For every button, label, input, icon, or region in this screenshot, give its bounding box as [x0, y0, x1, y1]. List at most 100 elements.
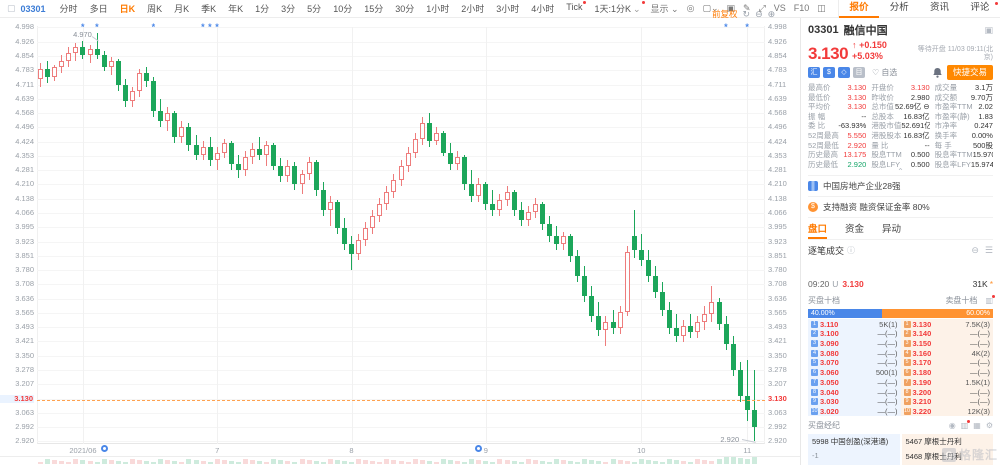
adjust-mode-button[interactable]: 前复权	[712, 9, 738, 19]
ask-level-row[interactable]: 4 3.160 4K(2)	[900, 348, 993, 359]
level-volume: —(—)	[877, 348, 898, 358]
toolbar-symbol[interactable]: 03301	[20, 3, 46, 14]
event-marker-icon[interactable]: *	[745, 22, 749, 32]
volume-bar	[136, 460, 142, 464]
fullscreen-icon[interactable]: ⤢	[758, 3, 766, 13]
grid-view-icon[interactable]: ▦	[973, 421, 981, 431]
event-marker-icon[interactable]: *	[201, 22, 205, 32]
tab-资讯[interactable]: 资讯	[930, 1, 950, 13]
timeframe-4小时[interactable]: 4小时	[531, 4, 555, 14]
event-marker-icon[interactable]: *	[95, 22, 99, 32]
chart-style-icon[interactable]: ▢⌄	[702, 3, 719, 13]
bid-level-row[interactable]: 1 3.110 5K(1)	[808, 319, 901, 330]
ask-level-row[interactable]: 5 3.170 —(—)	[900, 358, 993, 368]
timeframe-季K[interactable]: 季K	[201, 4, 217, 14]
bid-level-row[interactable]: 5 3.070 —(—)	[808, 358, 901, 368]
timeframe-年K[interactable]: 年K	[228, 4, 244, 14]
person-icon[interactable]: ◉	[948, 421, 956, 431]
add-favorite-button[interactable]: ♡ 自选	[872, 68, 898, 77]
crosshair-icon[interactable]: ◎	[686, 3, 695, 13]
tab-分析[interactable]: 分析	[889, 1, 909, 13]
timeframe-3小时[interactable]: 3小时	[496, 4, 520, 14]
calendar-event-icon[interactable]	[100, 445, 108, 452]
bid-level-row[interactable]: 8 3.040 —(—)	[808, 387, 901, 397]
timeframe-1天:1分K[interactable]: 1天:1分K ⌄	[594, 1, 645, 14]
tab-评论[interactable]: 评论	[960, 0, 1000, 18]
volume-bar	[624, 461, 630, 464]
rank-tag[interactable]: 中国房地产企业28强	[808, 175, 993, 196]
timeframe-5分[interactable]: 5分	[307, 4, 322, 14]
panel-tab-异动[interactable]: 异动	[882, 224, 902, 236]
bid-level-row[interactable]: 7 3.050 —(—)	[808, 377, 901, 388]
info-icon[interactable]: ⓘ	[847, 246, 856, 256]
timeframe-2小时[interactable]: 2小时	[461, 4, 485, 14]
buy-broker-row[interactable]: -1	[812, 451, 819, 461]
depth-chart-icon[interactable]: ▥	[985, 295, 995, 306]
candle-body	[398, 166, 404, 181]
layout-checkbox-icon[interactable]: ▢	[7, 3, 16, 13]
calendar-event-icon[interactable]	[475, 445, 483, 452]
tab-报价[interactable]: 报价	[838, 0, 880, 18]
candlestick-chart[interactable]: 4.998 4.998 4.926 4.926 4.854 4.854 4.783 4.783…	[0, 18, 800, 465]
ask-level-row[interactable]: 3 3.150 —(—)	[900, 338, 993, 349]
event-marker-icon[interactable]: *	[215, 22, 219, 32]
ask-level-row[interactable]: 8 3.200 —(—)	[900, 387, 993, 397]
sidebar-icon[interactable]: ◫	[817, 3, 826, 13]
event-marker-icon[interactable]: *	[208, 22, 212, 32]
ask-level-row[interactable]: 7 3.190 1.5K(1)	[900, 377, 993, 388]
f10-button[interactable]: F10	[793, 3, 810, 13]
buy-broker-row[interactable]: 5998 中国创盈(深港通)	[812, 437, 889, 447]
bid-level-row[interactable]: 6 3.060 500(1)	[808, 367, 901, 378]
draw-icon[interactable]: ✎	[743, 3, 751, 13]
stat-振 幅: 振 幅 --	[808, 111, 867, 121]
popout-icon[interactable]: ▣	[984, 24, 993, 35]
panel-tab-资金[interactable]: 资金	[845, 224, 865, 236]
event-marker-icon[interactable]: *	[724, 22, 728, 32]
timeframe-分时[interactable]: 分时	[59, 4, 78, 14]
timeframe-10分[interactable]: 10分	[333, 4, 353, 14]
list-view-icon[interactable]: ☰	[984, 245, 993, 256]
settings-gear-icon[interactable]: ⚙	[985, 421, 993, 431]
display-menu[interactable]: 显示 ⌄	[650, 4, 679, 14]
margin-tag[interactable]: $ 支持融资 融资保证金率 80%	[808, 196, 993, 217]
zoom-in-icon[interactable]: ⊕	[767, 8, 776, 19]
refresh-icon[interactable]: ↻	[742, 8, 751, 19]
level-volume: —(—)	[877, 406, 898, 416]
sell-broker-row[interactable]: 5468 摩根士丹利	[905, 452, 962, 462]
timeframe-3分[interactable]: 3分	[281, 4, 296, 14]
panel-tab-盘口[interactable]: 盘口	[808, 218, 828, 240]
event-marker-icon[interactable]: *	[151, 22, 156, 32]
bid-level-row[interactable]: 2 3.100 —(—)	[808, 329, 901, 339]
bid-level-row[interactable]: 10 3.020 —(—)	[808, 406, 901, 417]
bid-level-row[interactable]: 9 3.030 —(—)	[808, 396, 901, 407]
ask-level-row[interactable]: 6 3.180 —(—)	[900, 367, 993, 378]
alert-bell-icon[interactable]	[933, 67, 942, 78]
timeframe-Tick[interactable]: Tick	[566, 1, 587, 15]
timeframe-周K[interactable]: 周K	[147, 4, 163, 14]
sell-broker-row[interactable]: 5467 摩根士丹利	[905, 437, 962, 447]
stat-市净率: 市净率 0.247	[934, 121, 993, 131]
timeframe-日K[interactable]: 日K	[119, 4, 136, 14]
ask-level-row[interactable]: 10 3.220 12K(3)	[900, 406, 993, 417]
timeframe-多日[interactable]: 多日	[89, 4, 108, 14]
vs-button[interactable]: VS	[773, 3, 786, 13]
ask-level-row[interactable]: 2 3.140 —(—)	[900, 329, 993, 339]
y-axis-label: 3.780	[768, 265, 787, 275]
timeframe-月K[interactable]: 月K	[174, 4, 190, 14]
bid-level-row[interactable]: 3 3.090 —(—)	[808, 338, 901, 349]
event-marker-icon[interactable]: *	[80, 22, 85, 32]
ask-level-row[interactable]: 9 3.210 —(—)	[900, 396, 993, 407]
timeframe-30分[interactable]: 30分	[395, 4, 415, 14]
timeframe-15分[interactable]: 15分	[364, 4, 384, 14]
collapse-stats-icon[interactable]: ⌃	[897, 167, 904, 177]
timeframe-1小时[interactable]: 1小时	[426, 4, 450, 14]
bid-level-row[interactable]: 4 3.080 —(—)	[808, 348, 901, 359]
quick-trade-button[interactable]: 快捷交易	[946, 65, 993, 80]
zoom-out-icon[interactable]: ⊖	[755, 8, 763, 19]
broker-chart-icon[interactable]: ▥	[960, 420, 970, 431]
collapse-section-icon[interactable]: ⊖	[971, 245, 979, 256]
ask-level-row[interactable]: 1 3.130 7.5K(3)	[900, 319, 993, 330]
last-trade-row[interactable]: 09:20 U 3.130 31K *	[808, 279, 993, 290]
timeframe-1分[interactable]: 1分	[255, 4, 270, 14]
camera-icon[interactable]: ▣	[726, 3, 736, 13]
